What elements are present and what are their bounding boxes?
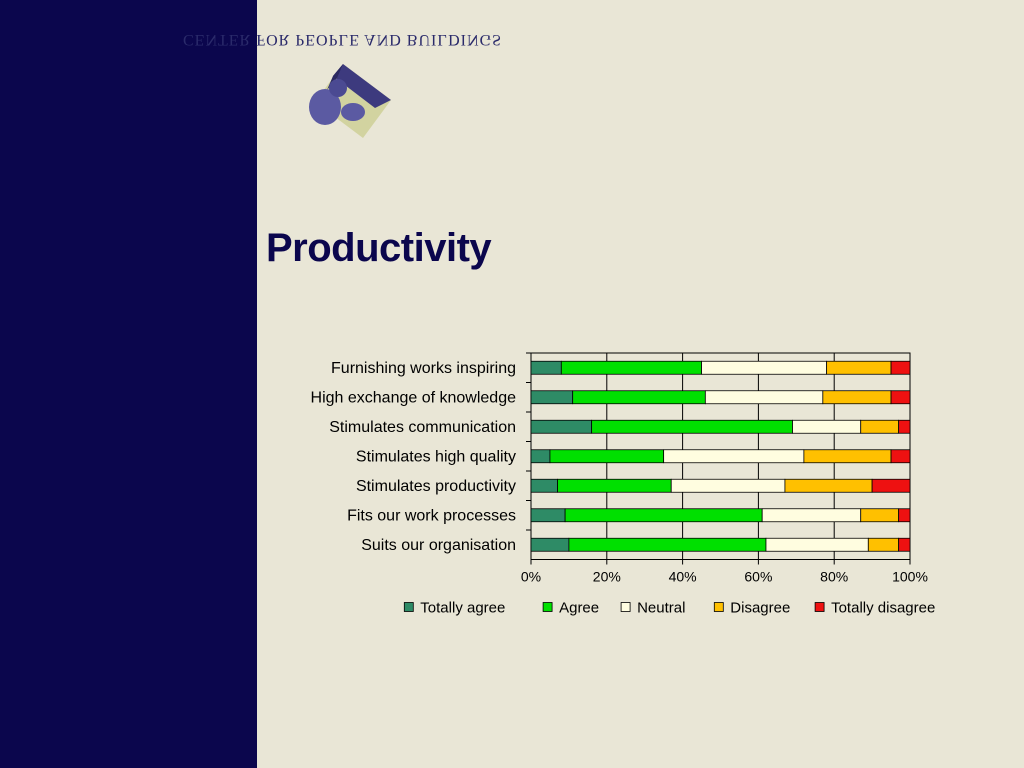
org-name-logo-text: CENTER FOR PEOPLE AND BUILDINGS (183, 31, 503, 48)
legend-label: Agree (559, 600, 599, 617)
x-tick-label: 0% (521, 569, 541, 585)
bar-segment (560, 360, 702, 375)
bar-segment (803, 449, 892, 464)
bar-segment (557, 478, 672, 493)
bar-segment (564, 508, 763, 523)
bar-segment (792, 419, 862, 434)
legend-label: Totally disagree (831, 600, 935, 617)
bar-segment (701, 360, 828, 375)
x-tick-label: 60% (744, 569, 772, 585)
bar-segment (549, 449, 665, 464)
category-label: Stimulates high quality (356, 448, 516, 465)
stacked-bar-chart: 0% 20% 40% 60% 80% 100% Furnishing works inspi… (311, 352, 935, 617)
bar-segment (704, 390, 824, 405)
bar-segment (898, 508, 911, 523)
legend-label: Totally agree (420, 600, 505, 617)
x-tick-label: 20% (593, 569, 621, 585)
category-label: Fits our work processes (347, 507, 516, 524)
bar-segment (591, 419, 793, 434)
bar-segment (670, 478, 786, 493)
x-tick-label: 100% (892, 569, 928, 585)
bar-segment (871, 478, 911, 493)
bar-segment (890, 449, 911, 464)
bar-segment (784, 478, 873, 493)
category-label: Furnishing works inspiring (331, 360, 516, 377)
legend-swatch (542, 602, 553, 612)
legend-swatch (403, 602, 414, 612)
sidebar (0, 0, 257, 768)
bar-segment (822, 390, 892, 405)
bar-segment (568, 537, 767, 552)
bar-segment (530, 508, 566, 523)
bar-segment (860, 419, 900, 434)
bar-segment (890, 360, 911, 375)
legend-swatch (620, 602, 631, 612)
bar-segment (530, 360, 562, 375)
legend-swatch (713, 602, 724, 612)
bar-segment (898, 419, 911, 434)
bar-segment (860, 508, 900, 523)
bar-segment (765, 537, 869, 552)
bar-segment (761, 508, 862, 523)
category-label: Suits our organisation (361, 537, 516, 554)
legend-label: Neutral (637, 600, 685, 617)
category-label: Stimulates productivity (356, 478, 516, 495)
category-label: High exchange of knowledge (311, 389, 517, 406)
legend-label: Disagree (730, 600, 790, 617)
bar-segment (867, 537, 900, 552)
x-tick-label: 40% (669, 569, 697, 585)
bar-segment (530, 390, 574, 405)
x-tick-label: 80% (820, 569, 848, 585)
bar-segment (530, 449, 551, 464)
bar-segment (890, 390, 911, 405)
bar-segment (530, 537, 570, 552)
legend-swatch (814, 602, 825, 612)
cube-with-figure-logo-icon (309, 64, 391, 138)
bar-segment (898, 537, 911, 552)
category-label: Stimulates communication (329, 419, 516, 436)
slide-title: Productivity (266, 226, 492, 270)
bar-segment (663, 449, 805, 464)
bar-segment (826, 360, 892, 375)
bar-segment (572, 390, 706, 405)
bar-segment (530, 478, 558, 493)
bar-segment (530, 419, 593, 434)
